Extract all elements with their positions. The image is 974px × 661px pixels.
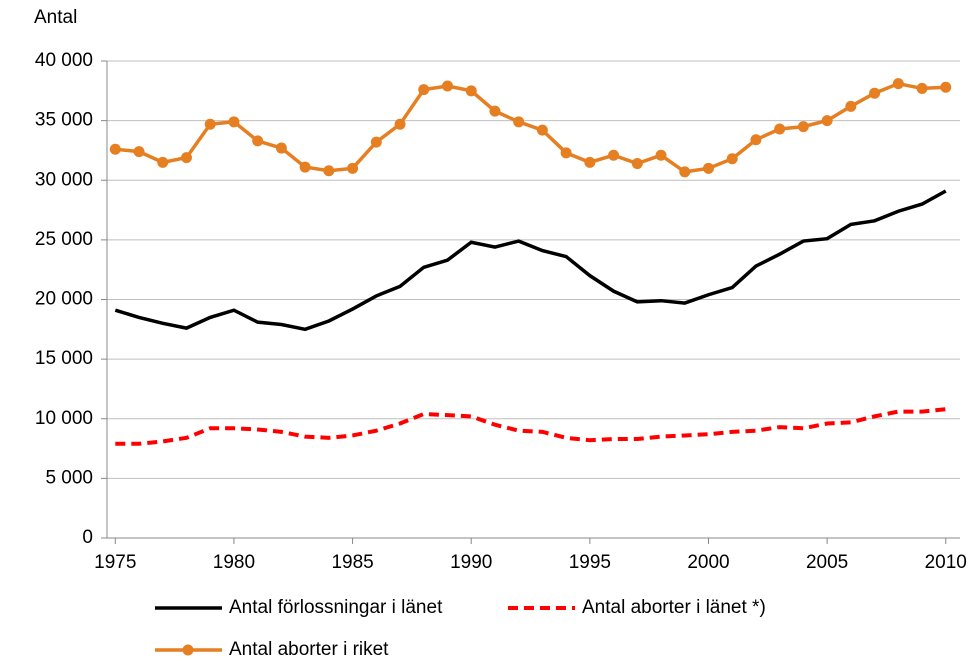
marker: [441, 80, 453, 92]
y-tick-label: 10 000: [35, 408, 93, 429]
marker: [655, 149, 667, 161]
marker: [892, 78, 904, 90]
marker: [845, 100, 857, 112]
x-tick-label: 1990: [450, 552, 492, 573]
marker: [109, 143, 121, 155]
marker: [133, 146, 145, 158]
y-axis-label: Antal: [34, 7, 77, 28]
y-tick-label: 5 000: [45, 467, 93, 488]
x-tick-label: 1980: [213, 552, 255, 573]
marker: [465, 85, 477, 97]
marker: [489, 105, 501, 117]
legend-label: Antal förlossningar i länet: [229, 597, 443, 618]
y-tick-label: 30 000: [35, 169, 93, 190]
y-tick-label: 35 000: [35, 110, 93, 131]
marker: [679, 166, 691, 178]
legend-label: Antal aborter i riket: [229, 639, 389, 660]
y-tick-label: 0: [82, 527, 93, 548]
marker: [821, 115, 833, 127]
marker: [702, 162, 714, 174]
marker: [275, 142, 287, 154]
marker: [299, 161, 311, 173]
x-tick-label: 1975: [94, 552, 136, 573]
marker: [536, 124, 548, 136]
marker: [228, 116, 240, 128]
x-tick-label: 1985: [331, 552, 373, 573]
x-tick-label: 2000: [687, 552, 729, 573]
marker: [726, 153, 738, 165]
marker: [180, 152, 192, 164]
marker: [584, 156, 596, 168]
marker: [869, 87, 881, 99]
marker: [513, 116, 525, 128]
marker: [608, 149, 620, 161]
legend-marker: [182, 644, 194, 656]
series-line: [114, 189, 947, 332]
marker: [560, 147, 572, 159]
marker: [204, 118, 216, 130]
marker: [916, 82, 928, 94]
y-tick-label: 25 000: [35, 229, 93, 250]
marker: [797, 121, 809, 133]
marker: [631, 158, 643, 170]
x-tick-label: 2010: [925, 552, 967, 573]
marker: [347, 162, 359, 174]
y-tick-label: 20 000: [35, 289, 93, 310]
marker: [418, 84, 430, 96]
x-tick-label: 2005: [806, 552, 848, 573]
marker: [750, 134, 762, 146]
legend-label: Antal aborter i länet *): [582, 597, 766, 618]
series-line: [115, 81, 946, 174]
series-line: [115, 407, 946, 446]
marker: [370, 136, 382, 148]
marker: [394, 118, 406, 130]
marker: [157, 156, 169, 168]
y-tick-label: 40 000: [35, 50, 93, 71]
marker: [252, 135, 264, 147]
marker: [323, 165, 335, 177]
y-tick-label: 15 000: [35, 348, 93, 369]
marker: [774, 123, 786, 135]
marker: [940, 81, 952, 93]
x-tick-label: 1995: [569, 552, 611, 573]
